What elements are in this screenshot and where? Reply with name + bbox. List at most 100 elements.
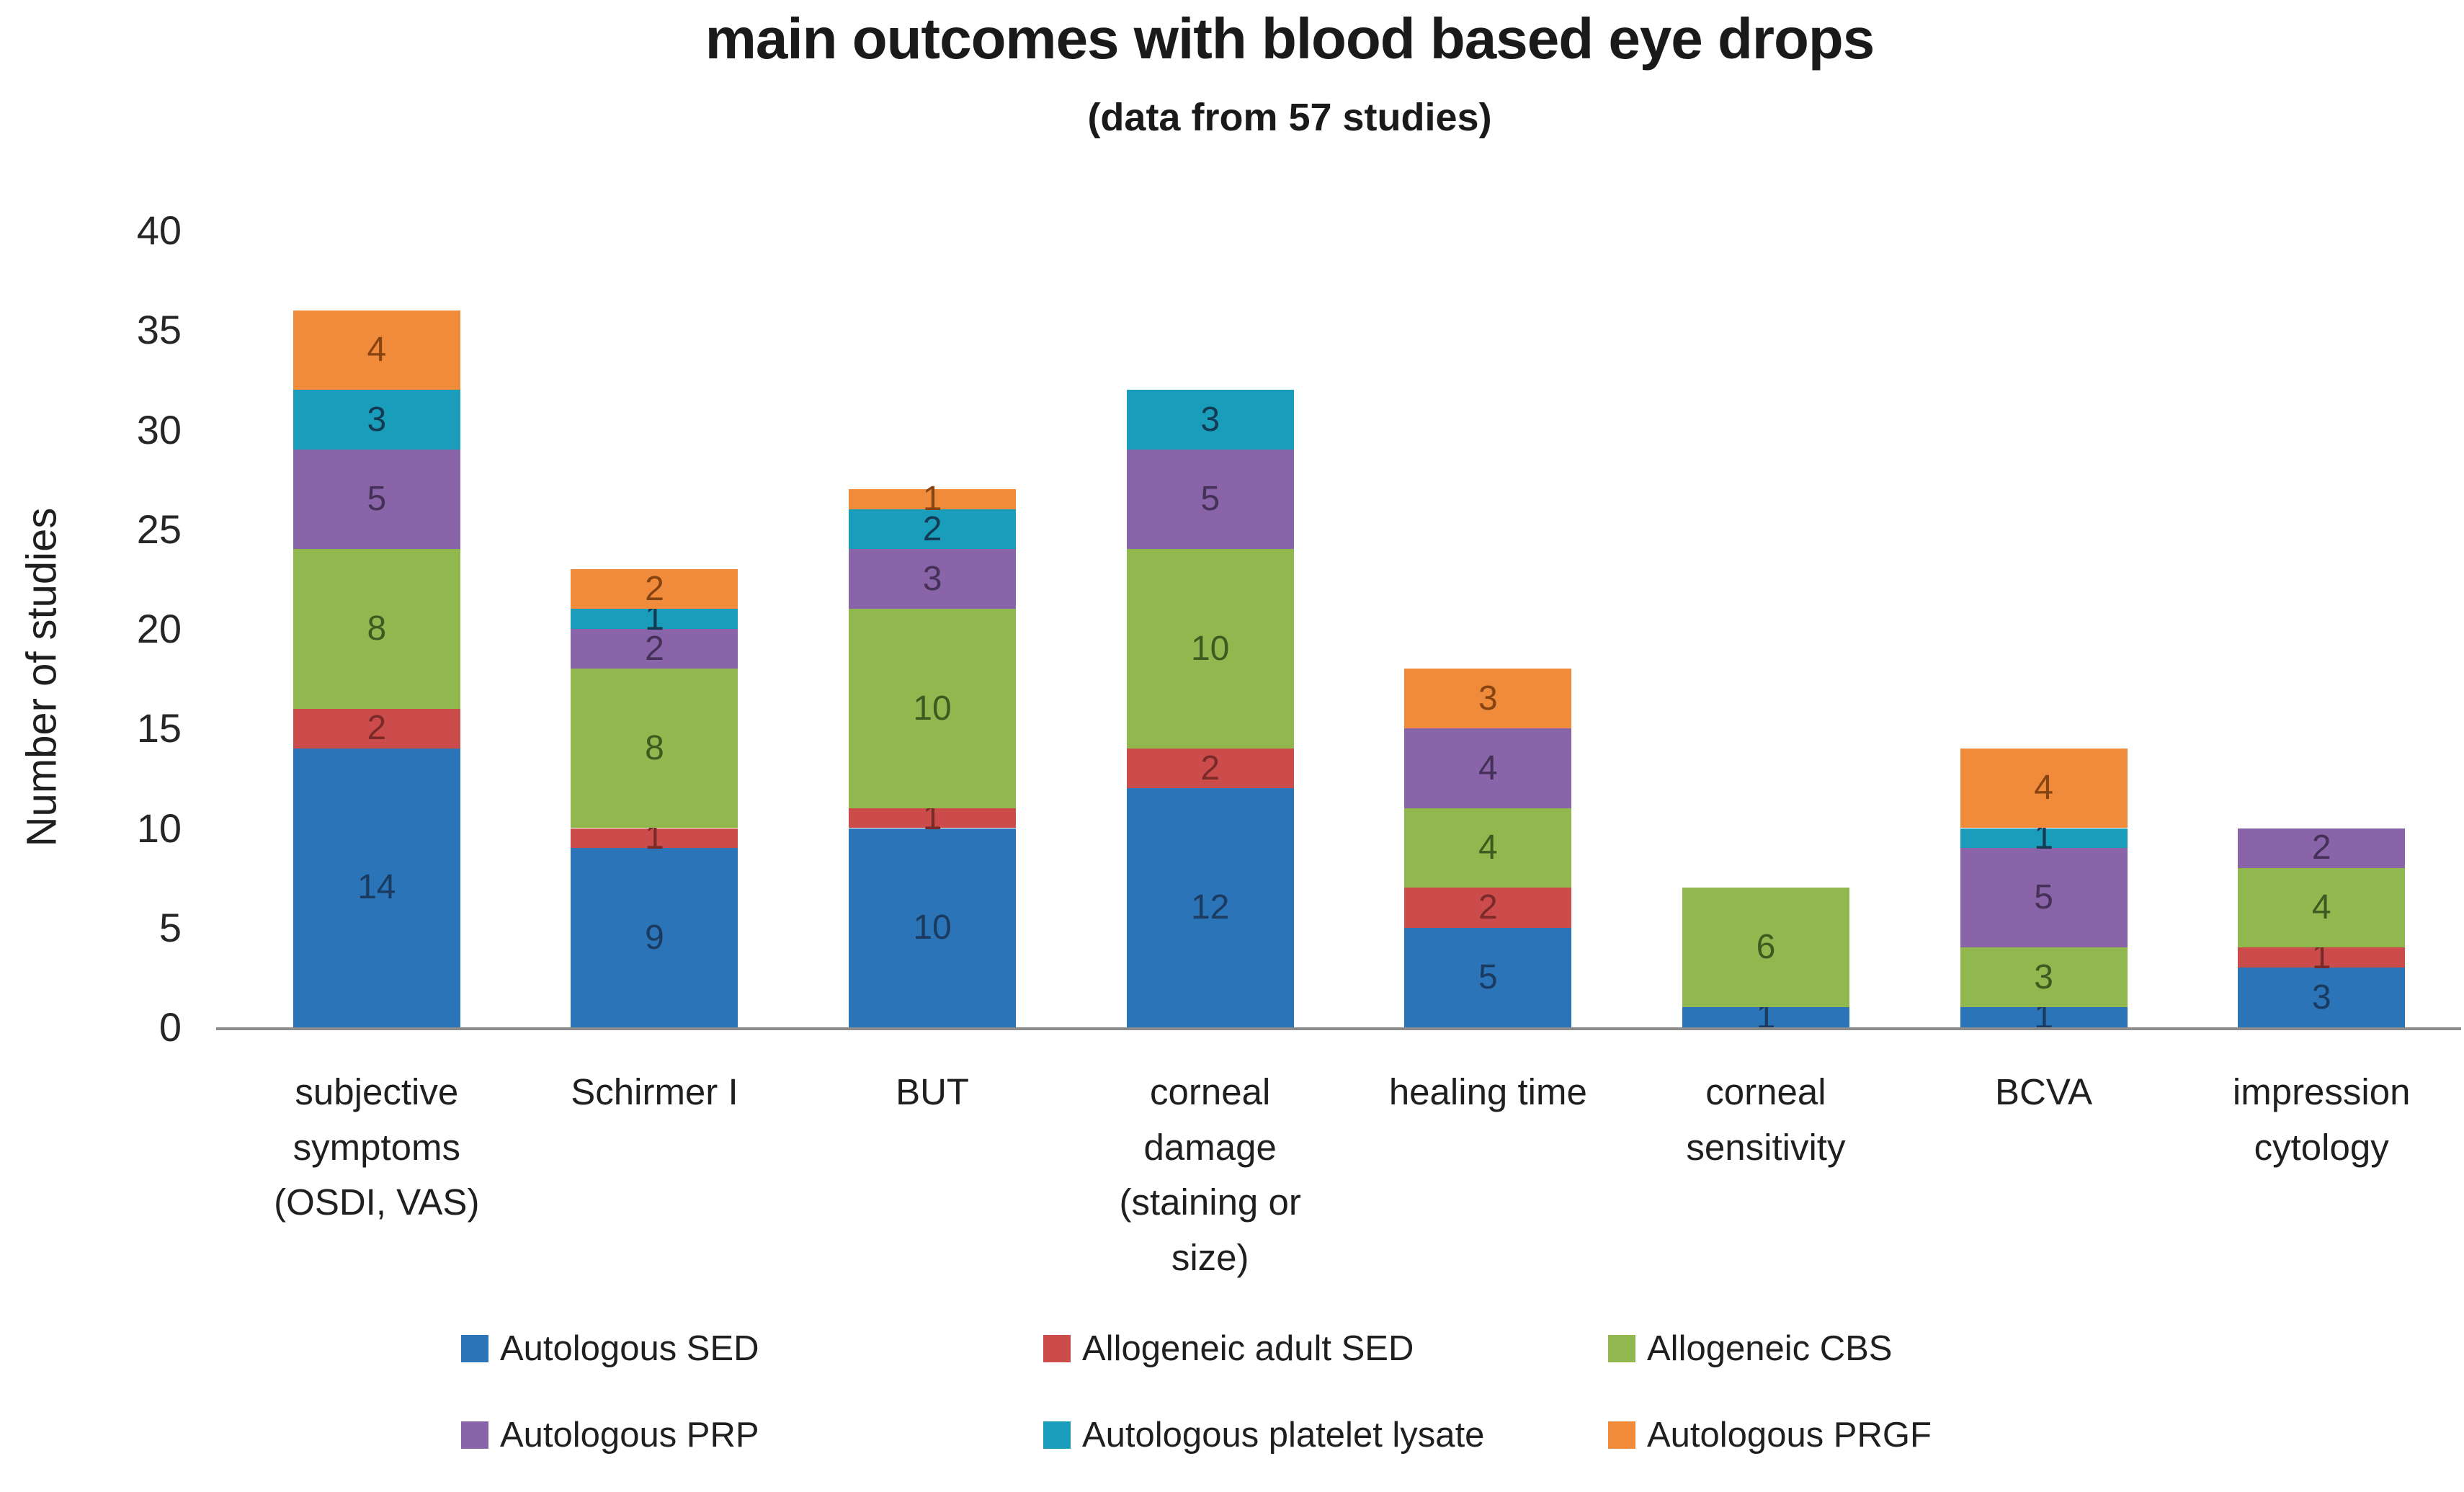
bar-segment: 3 <box>1404 669 1572 729</box>
bar-segment: 2 <box>1404 888 1572 928</box>
category-label: corneal sensitivity <box>1686 1071 1846 1168</box>
bar-value-label: 3 <box>1478 679 1498 718</box>
y-tick-label: 15 <box>136 705 182 751</box>
bar-segment: 2 <box>849 509 1017 550</box>
bar-value-label: 2 <box>1200 749 1220 787</box>
bar-value-label: 14 <box>357 868 396 907</box>
bar-value-label: 8 <box>367 609 387 648</box>
category-label: corneal damage (staining or size) <box>1119 1071 1301 1278</box>
legend-label: Allogeneic adult SED <box>1082 1329 1414 1368</box>
chart-subtitle: (data from 57 studies) <box>1087 96 1492 139</box>
bar-value-label: 10 <box>1190 629 1230 668</box>
bar-value-label: 4 <box>2034 769 2053 808</box>
legend-item: Autologous PRP <box>461 1413 759 1457</box>
legend-item: Autologous PRGF <box>1608 1413 1932 1457</box>
bar-segment: 14 <box>293 748 460 1027</box>
bar-value-label: 5 <box>367 480 387 519</box>
bar-segment: 3 <box>293 390 460 450</box>
bar-value-label: 3 <box>922 559 942 598</box>
bar-segment: 3 <box>849 549 1017 609</box>
bar-segment: 3 <box>1960 947 2128 1008</box>
bar-segment: 2 <box>2238 828 2406 868</box>
legend-item: Autologous SED <box>461 1327 759 1370</box>
bar-value-label: 5 <box>1478 957 1498 996</box>
bar-segment: 12 <box>1126 788 1294 1027</box>
category-label: healing time <box>1388 1071 1587 1112</box>
legend-swatch-icon <box>1608 1421 1635 1449</box>
legend-item: Allogeneic CBS <box>1608 1327 1892 1370</box>
bar-segment: 2 <box>293 708 460 749</box>
bar-segment: 1 <box>571 821 738 855</box>
bar-segment: 1 <box>571 602 738 636</box>
bar-segment: 1 <box>1682 1000 1849 1035</box>
bar-segment: 1 <box>2238 940 2406 975</box>
legend-swatch-icon <box>461 1421 488 1449</box>
bar-value-label: 2 <box>1478 888 1498 927</box>
legend-swatch-icon <box>1608 1335 1635 1362</box>
bar-segment: 8 <box>293 549 460 709</box>
bar-value-label: 2 <box>2311 828 2331 867</box>
legend-swatch-icon <box>461 1335 488 1362</box>
bar-segment: 4 <box>1404 808 1572 888</box>
bar-value-label: 1 <box>922 480 942 519</box>
legend-item: Autologous platelet lysate <box>1043 1413 1484 1457</box>
bar-segment: 4 <box>1960 748 2128 828</box>
y-tick-label: 10 <box>136 805 182 851</box>
bar-value-label: 2 <box>367 709 387 748</box>
y-tick-label: 30 <box>136 406 182 452</box>
legend-swatch-icon <box>1043 1335 1071 1362</box>
bar-value-label: 3 <box>367 400 387 439</box>
category-label: subjective symptoms (OSDI, VAS) <box>274 1071 480 1223</box>
category-label: BUT <box>896 1071 970 1112</box>
bar-segment: 2 <box>571 569 738 609</box>
bar-value-label: 5 <box>1200 480 1220 519</box>
bar-segment: 1 <box>849 800 1017 835</box>
bar-segment: 5 <box>293 450 460 550</box>
bar-value-label: 2 <box>645 569 664 608</box>
bar-segment: 1 <box>1960 1000 2128 1035</box>
bar-value-label: 10 <box>913 908 952 947</box>
y-tick-label: 25 <box>136 506 182 552</box>
bar-value-label: 4 <box>367 330 387 369</box>
bar-value-label: 4 <box>2311 888 2331 927</box>
bar-segment: 2 <box>571 629 738 669</box>
legend-label: Autologous PRP <box>500 1416 759 1455</box>
chart-title: main outcomes with blood based eye drops <box>705 6 1875 71</box>
legend-swatch-icon <box>1043 1421 1071 1449</box>
bar-segment: 10 <box>849 828 1017 1027</box>
bar-value-label: 2 <box>922 509 942 548</box>
bar-value-label: 6 <box>1756 928 1776 967</box>
bar-segment: 5 <box>1126 450 1294 550</box>
category-label: impression cytology <box>2232 1071 2411 1168</box>
legend-item: Allogeneic adult SED <box>1043 1327 1414 1370</box>
y-tick-label: 35 <box>136 307 182 353</box>
bar-segment: 1 <box>849 482 1017 517</box>
bar-value-label: 5 <box>2034 878 2053 917</box>
bar-segment: 6 <box>1682 888 1849 1008</box>
y-tick-label: 0 <box>159 1004 182 1050</box>
legend-label: Autologous PRGF <box>1647 1416 1932 1455</box>
bar-segment: 9 <box>571 848 738 1027</box>
bar-segment: 1 <box>1960 821 2128 855</box>
bar-value-label: 8 <box>645 728 664 767</box>
bar-segment: 3 <box>1126 390 1294 450</box>
bar-value-label: 3 <box>1200 400 1220 439</box>
bar-value-label: 12 <box>1190 888 1230 927</box>
bar-segment: 4 <box>293 310 460 390</box>
x-axis-line <box>216 1027 2461 1030</box>
bar-value-label: 3 <box>2311 978 2331 1017</box>
bar-segment: 10 <box>1126 549 1294 749</box>
bar-value-label: 4 <box>1478 749 1498 787</box>
bar-value-label: 2 <box>645 629 664 668</box>
legend-label: Autologous SED <box>500 1329 759 1368</box>
y-tick-label: 5 <box>159 904 182 950</box>
category-label: Schirmer I <box>571 1071 738 1112</box>
bar-segment: 5 <box>1404 927 1572 1027</box>
bar-value-label: 10 <box>913 689 952 728</box>
bar-value-label: 4 <box>1478 828 1498 867</box>
bar-segment: 5 <box>1960 848 2128 948</box>
category-label: BCVA <box>1995 1071 2093 1112</box>
bar-segment: 10 <box>849 609 1017 808</box>
bar-value-label: 3 <box>2034 957 2053 996</box>
